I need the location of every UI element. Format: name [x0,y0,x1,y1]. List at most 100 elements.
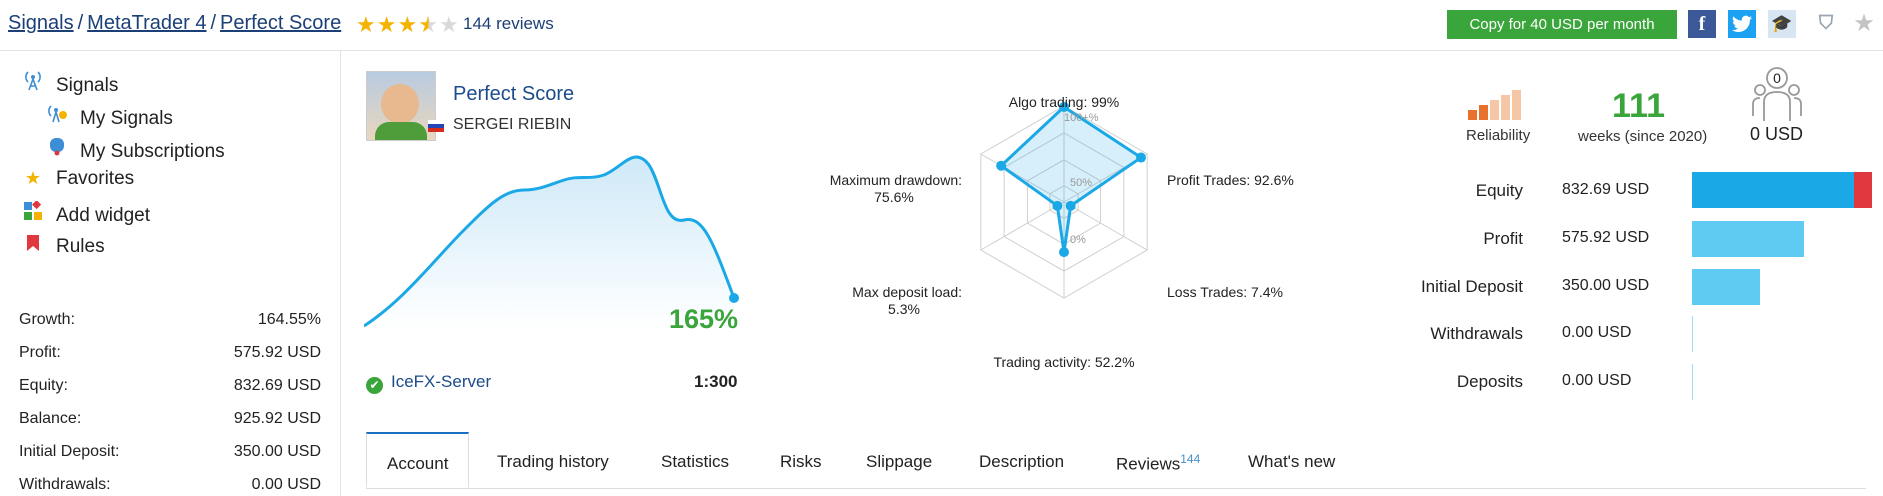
stat-initial-deposit: Initial Deposit: 350.00 USD [19,443,321,461]
sidebar-item-label: Signals [56,75,119,96]
radar-ring-label: 50% [1070,177,1092,189]
tab-reviews-label: Reviews [1116,454,1181,474]
growth-endpoint [729,293,739,303]
my-signals-icon [44,102,70,129]
favorite-star-icon[interactable]: ★ [1854,12,1874,35]
breadcrumb-metatrader4[interactable]: MetaTrader 4 [87,12,207,34]
radar-chart: 100+% 50% 0% Algo trading: 99% Profit Tr… [830,94,1294,370]
star-empty-icon: ★ [438,12,460,37]
stat-value: 164.55% [257,311,321,328]
tab-statistics[interactable]: Statistics [661,452,730,471]
avatar-shirt [375,122,427,140]
tab-reviews[interactable]: Reviews144 [1116,452,1200,475]
reliability-label: Reliability [1466,127,1531,144]
profit-row-value: 575.92 USD [1562,229,1650,246]
tab-trading-history[interactable]: Trading history [497,452,609,471]
server-link[interactable]: ✔ IceFX-Server [366,372,491,394]
graduation-cap-icon[interactable]: 🎓 [1768,10,1796,38]
stat-value: 575.92 USD [233,344,321,361]
radar-point-activity [1059,247,1069,258]
breadcrumb-separator: / [210,12,217,34]
deposits-row-label: Deposits [1456,372,1523,391]
radar-ring-label: 0% [1070,234,1086,246]
radar-value-deposit-load: 5.3% [888,301,920,317]
tab-slippage[interactable]: Slippage [866,452,933,471]
reviews-count-badge: 144 [1180,452,1201,466]
tab-whats-new[interactable]: What's new [1248,452,1336,471]
twitter-icon[interactable] [1728,10,1756,38]
stat-value: 832.69 USD [233,377,321,394]
author-name: SERGEI RIEBIN [453,116,572,133]
sidebar-item-my-signals[interactable]: My Signals [44,102,173,130]
rating-stars: ★★★★★ [356,12,460,38]
initial-deposit-bar [1692,269,1760,305]
profit-bar [1692,221,1804,257]
sidebar-item-signals[interactable]: Signals [20,69,118,97]
sidebar-item-label: Rules [56,236,105,257]
subscribers-count: 0 [1773,70,1781,86]
profit-row-label: Profit [1483,229,1523,248]
radar-ring-label: 100+% [1064,112,1099,124]
signal-title[interactable]: Perfect Score [453,83,575,105]
reliability-icon [1468,90,1521,120]
equity-row-value: 832.69 USD [1562,181,1650,198]
initial-deposit-row-label: Initial Deposit [1420,277,1523,296]
sidebar-item-label: Favorites [56,168,135,189]
top-bar: Signals / MetaTrader 4/Perfect Score ★★★★★… [0,0,1883,51]
tab-bar: Account Trading history Statistics Risks… [366,432,1866,489]
facebook-icon[interactable]: f [1688,10,1716,38]
reviews-link[interactable]: 144 reviews [463,14,554,33]
stat-balance: Balance: 925.92 USD [19,410,321,428]
growth-value: 165% [669,304,739,334]
star-icon: ★ [24,168,42,188]
growth-area [364,157,734,330]
verified-check-icon: ✔ [366,377,383,394]
radar-point-loss-trades [1065,200,1076,211]
tab-account[interactable]: Account [366,432,470,488]
sidebar-item-add-widget[interactable]: Add widget [20,200,150,227]
stat-equity: Equity: 832.69 USD [19,377,321,395]
sidebar-item-rules[interactable]: Rules [20,234,105,258]
tab-risks[interactable]: Risks [780,452,822,471]
initial-deposit-row-value: 350.00 USD [1562,277,1650,294]
radar-value-drawdown: 75.6% [874,189,914,205]
stat-label: Profit: [19,344,61,361]
server-name: IceFX-Server [391,372,492,391]
subscriptions-icon [44,135,70,162]
deposits-bar [1692,364,1693,400]
copy-signal-button[interactable]: Copy for 40 USD per month [1447,10,1677,39]
tab-description[interactable]: Description [979,452,1065,471]
avatar[interactable] [366,71,436,141]
radar-label-deposit-load: Max deposit load: [852,284,962,300]
shield-icon[interactable]: ⛉ [1818,13,1834,34]
breadcrumb-perfect-score[interactable]: Perfect Score [220,12,342,34]
radar-grid-spoke [980,153,1065,203]
withdrawals-row-label: Withdrawals [1430,324,1523,343]
sidebar-item-my-subscriptions[interactable]: My Subscriptions [44,135,225,163]
stat-label: Balance: [19,410,82,427]
widget-icon [20,200,46,226]
sidebar: Signals My Signals My Subscriptions ★ Fav… [0,51,341,496]
stat-label: Growth: [19,311,76,328]
weeks-value: 111 [1612,87,1665,125]
radar-point-drawdown [996,160,1007,171]
star-icon: ★ [397,12,419,37]
breadcrumb-signals[interactable]: Signals [8,12,74,34]
subscribers-usd: 0 USD [1750,124,1804,144]
avatar-face [381,84,419,124]
equity-bar [1692,172,1872,208]
leverage-value: 1:300 [694,372,738,391]
radar-label-algo: Algo trading: 99% [1009,94,1120,110]
stat-label: Equity: [19,377,68,394]
sidebar-item-label: My Subscriptions [80,141,225,162]
stat-label: Initial Deposit: [19,443,120,460]
subscribers-icon: 0 [1752,67,1802,121]
radar-label-loss-trades: Loss Trades: 7.4% [1167,284,1283,300]
stat-profit: Profit: 575.92 USD [19,344,321,362]
star-icon: ★ [376,12,398,37]
weeks-label: weeks (since 2020) [1578,128,1708,145]
withdrawals-row-value: 0.00 USD [1562,324,1632,341]
sidebar-item-favorites[interactable]: ★ Favorites [20,168,134,190]
russia-flag-icon [428,120,444,132]
growth-chart [364,155,739,330]
